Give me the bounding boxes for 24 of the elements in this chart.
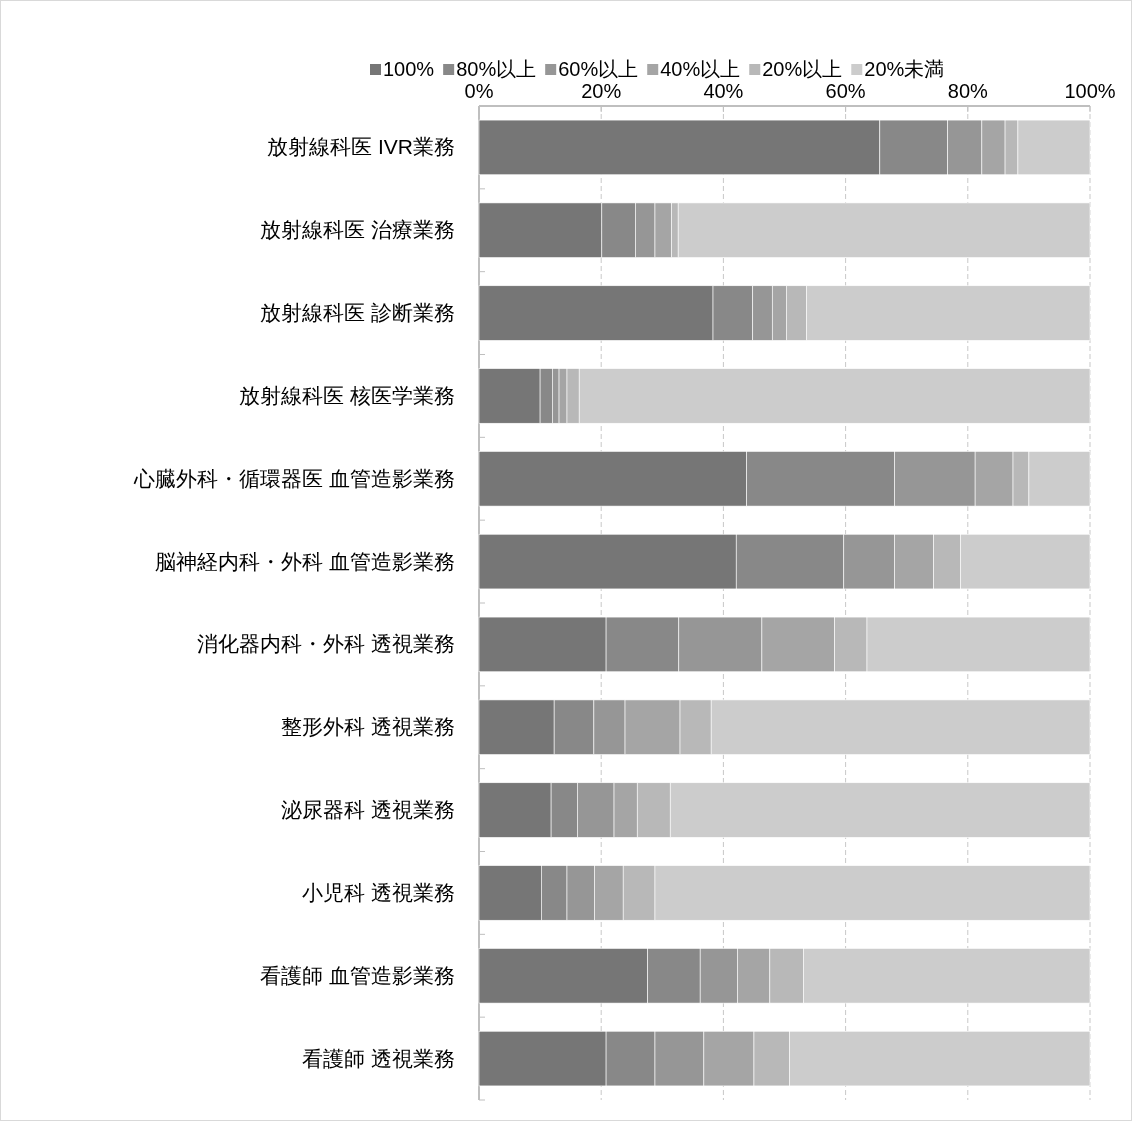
x-tick-label: 60% bbox=[825, 80, 866, 102]
y-tick-label: 放射線科医 診断業務 bbox=[260, 301, 455, 325]
legend-label: 20%未満 bbox=[864, 58, 945, 80]
legend-label: 100% bbox=[383, 58, 435, 80]
y-tick-label: 放射線科医 治療業務 bbox=[260, 218, 455, 242]
y-tick-label: 放射線科医 核医学業務 bbox=[239, 383, 455, 407]
y-tick-label: 消化器内科・外科 透視業務 bbox=[197, 632, 455, 656]
y-tick-label: 心臓外科・循環器医 血管造影業務 bbox=[133, 466, 455, 490]
x-tick-label: 80% bbox=[947, 80, 989, 102]
y-tick-label: 放射線科医 IVR業務 bbox=[267, 135, 455, 159]
x-tick-label: 0% bbox=[464, 80, 494, 102]
y-tick-label: 整形外科 透視業務 bbox=[281, 715, 455, 739]
legend-label: 40%以上 bbox=[660, 58, 741, 80]
x-tick-label: 20% bbox=[581, 80, 622, 102]
y-tick-label: 看護師 血管造影業務 bbox=[260, 963, 455, 987]
y-tick-label: 小児科 透視業務 bbox=[302, 880, 455, 904]
y-tick-label: 脳神経内科・外科 血管造影業務 bbox=[155, 549, 455, 573]
x-tick-label: 100% bbox=[1064, 80, 1116, 102]
x-tick-label: 40% bbox=[703, 80, 744, 102]
y-tick-label: 看護師 透視業務 bbox=[302, 1046, 455, 1070]
legend-label: 80%以上 bbox=[456, 58, 537, 80]
y-tick-label: 泌尿器科 透視業務 bbox=[281, 798, 455, 822]
legend-label: 60%以上 bbox=[558, 58, 639, 80]
legend-label: 20%以上 bbox=[762, 58, 843, 80]
